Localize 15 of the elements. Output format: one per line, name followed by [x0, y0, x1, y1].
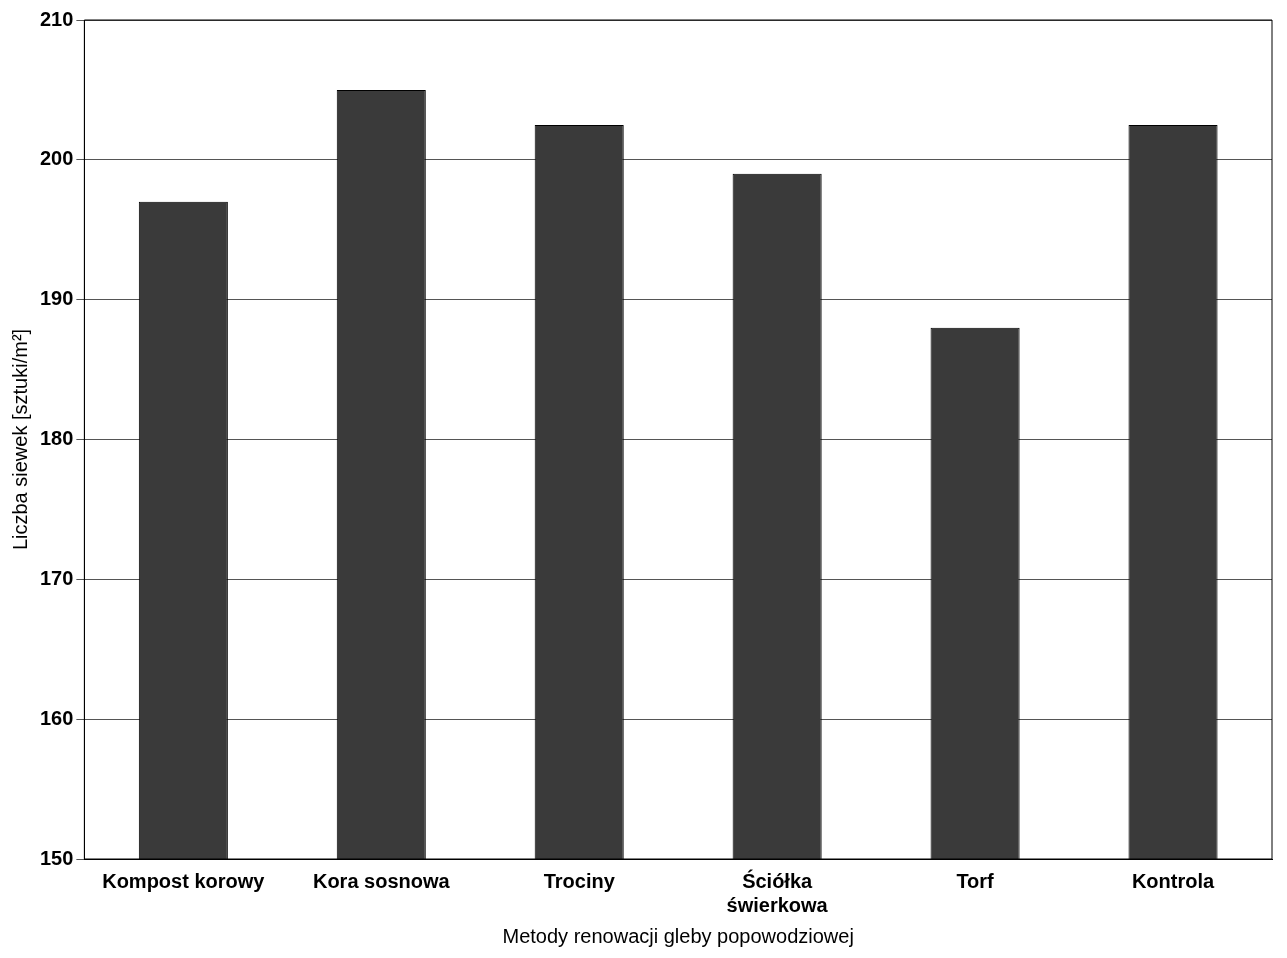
x-tick-label: Ściółka świerkowa	[726, 868, 829, 916]
x-tick-label: Torf	[956, 869, 995, 892]
y-axis-title: Liczba siewek [sztuki/m²]	[8, 328, 31, 551]
x-axis-title: Metody renowacji gleby popowodziowej	[502, 924, 854, 947]
x-tick-label: Kompost korowy	[102, 869, 266, 892]
x-tick-label: Kora sosnowa	[312, 869, 451, 892]
y-tick-label: 160	[39, 706, 74, 729]
y-tick-label: 150	[39, 846, 74, 869]
y-tick-label: 200	[39, 147, 74, 170]
x-tick-label: Trociny	[543, 869, 616, 892]
x-tick-label: Kontrola	[1131, 869, 1216, 892]
y-tick-label: 180	[39, 427, 74, 450]
y-tick-label: 210	[39, 7, 74, 30]
y-tick-label: 170	[39, 566, 74, 589]
y-tick-label: 190	[39, 287, 74, 310]
